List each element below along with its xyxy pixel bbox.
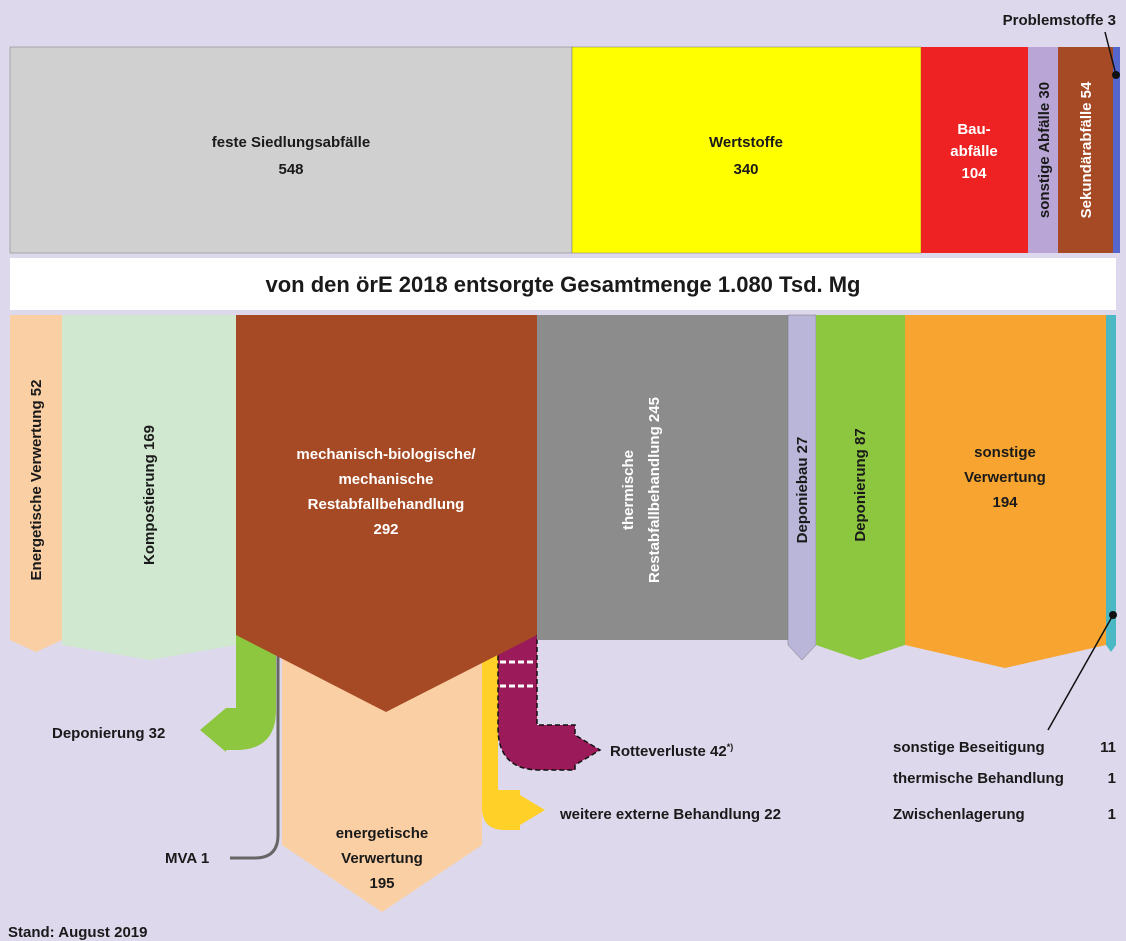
treatment-label: thermische Restabfallbehandlung 245: [620, 397, 663, 583]
disposal-value: 1: [1108, 806, 1116, 823]
source-value: 548: [278, 161, 303, 178]
flow-arrow: [497, 629, 602, 771]
leader-dot: [1112, 71, 1120, 79]
footnote-mark: *): [727, 742, 734, 752]
flow-value: 42: [710, 743, 727, 760]
treatment-value: 87: [852, 428, 869, 445]
source-label: Sekundärabfälle 54: [1078, 81, 1095, 218]
treatment-name: Deponierung: [852, 449, 869, 542]
treatment-block: [787, 314, 817, 661]
flow-name: weitere externe Behandlung: [559, 806, 760, 823]
source-label: Wertstoffe: [709, 134, 783, 151]
treatment-label: Deponiebau 27: [794, 437, 811, 544]
flow-name: MVA: [165, 850, 197, 867]
treatment-block: [1106, 315, 1116, 652]
disposal-value: 1: [1108, 770, 1116, 787]
flow-value: 22: [764, 806, 781, 823]
treatment-label: mechanisch-biologische/: [296, 446, 476, 463]
treatment-name: Restabfallbehandlung: [646, 426, 663, 583]
flow-label: Rotteverluste 42*): [610, 742, 733, 760]
source-name: sonstige Abfälle: [1036, 103, 1053, 218]
flow-arrow: [200, 630, 276, 752]
total-band: [10, 258, 1116, 310]
treatment-name: Deponiebau: [794, 458, 811, 544]
footer: Stand: August 2019: [8, 924, 147, 941]
flow-value: 32: [149, 725, 166, 742]
treatment-label: sonstige: [974, 444, 1036, 461]
disposal-name: thermische Behandlung: [893, 770, 1064, 787]
source-block: [921, 47, 1028, 253]
flow-value: 195: [369, 875, 394, 892]
source-value: 340: [733, 161, 758, 178]
treatment-label: Energetische Verwertung 52: [28, 380, 45, 581]
source-name: Problemstoffe: [1003, 12, 1104, 29]
source-value: 30: [1036, 82, 1053, 99]
treatment-name: Energetische Verwertung: [28, 400, 45, 580]
flow-label: weitere externe Behandlung 22: [559, 806, 781, 823]
flow-label: energetische: [336, 825, 429, 842]
treatment-label: Deponierung 87: [852, 428, 869, 541]
flow-value: 1: [201, 850, 209, 867]
source-label: Problemstoffe 3: [1003, 12, 1116, 29]
source-block: [1028, 47, 1058, 253]
treatment-value: 194: [992, 494, 1018, 511]
source-name: Sekundärabfälle: [1078, 102, 1095, 218]
treatment-label: Kompostierung 169: [141, 425, 158, 565]
treatment-block: [537, 315, 788, 640]
flow-label: Verwertung: [341, 850, 423, 867]
flow-label: Deponierung 32: [52, 725, 165, 742]
source-block: [9, 46, 573, 254]
disposal-name: Zwischenlagerung: [893, 806, 1025, 823]
treatment-value: 27: [794, 437, 811, 454]
treatment-label: mechanische: [338, 471, 433, 488]
leader-line: [1104, 31, 1117, 76]
source-label: abfälle: [950, 143, 998, 160]
flow-arrow: [282, 640, 482, 912]
treatment-block: [816, 315, 905, 660]
source-label: Bau-: [957, 121, 990, 138]
treatment-block: [62, 315, 236, 660]
source-value: 3: [1108, 12, 1116, 29]
source-block: [1113, 47, 1120, 253]
source-label: sonstige Abfälle 30: [1036, 82, 1053, 218]
treatment-name: Kompostierung: [141, 454, 158, 565]
source-value: 104: [961, 165, 987, 182]
disposal-name: sonstige Beseitigung: [893, 739, 1045, 756]
flow-line: [230, 640, 280, 860]
treatment-block: [10, 315, 62, 652]
treatment-value: 52: [28, 380, 45, 397]
treatment-value: 245: [646, 397, 663, 422]
flow-name: Deponierung: [52, 725, 145, 742]
leader-line: [1047, 614, 1114, 731]
treatment-value: 169: [141, 425, 158, 450]
treatment-block: [905, 315, 1106, 668]
disposal-value: 11: [1100, 739, 1116, 756]
treatment-label: Restabfallbehandlung: [308, 496, 465, 513]
treatment-label: Verwertung: [964, 469, 1046, 486]
source-block: [571, 46, 922, 254]
treatment-value: 292: [373, 521, 398, 538]
total-title: von den örE 2018 entsorgte Gesamtmenge 1…: [266, 272, 861, 297]
flow-label: MVA 1: [165, 850, 209, 867]
source-value: 54: [1078, 81, 1095, 98]
source-block: [1058, 47, 1113, 253]
source-label: feste Siedlungsabfälle: [212, 134, 370, 151]
treatment-name: thermische: [620, 450, 637, 530]
treatment-block: [236, 315, 537, 712]
flow-name: Rotteverluste: [610, 743, 706, 760]
